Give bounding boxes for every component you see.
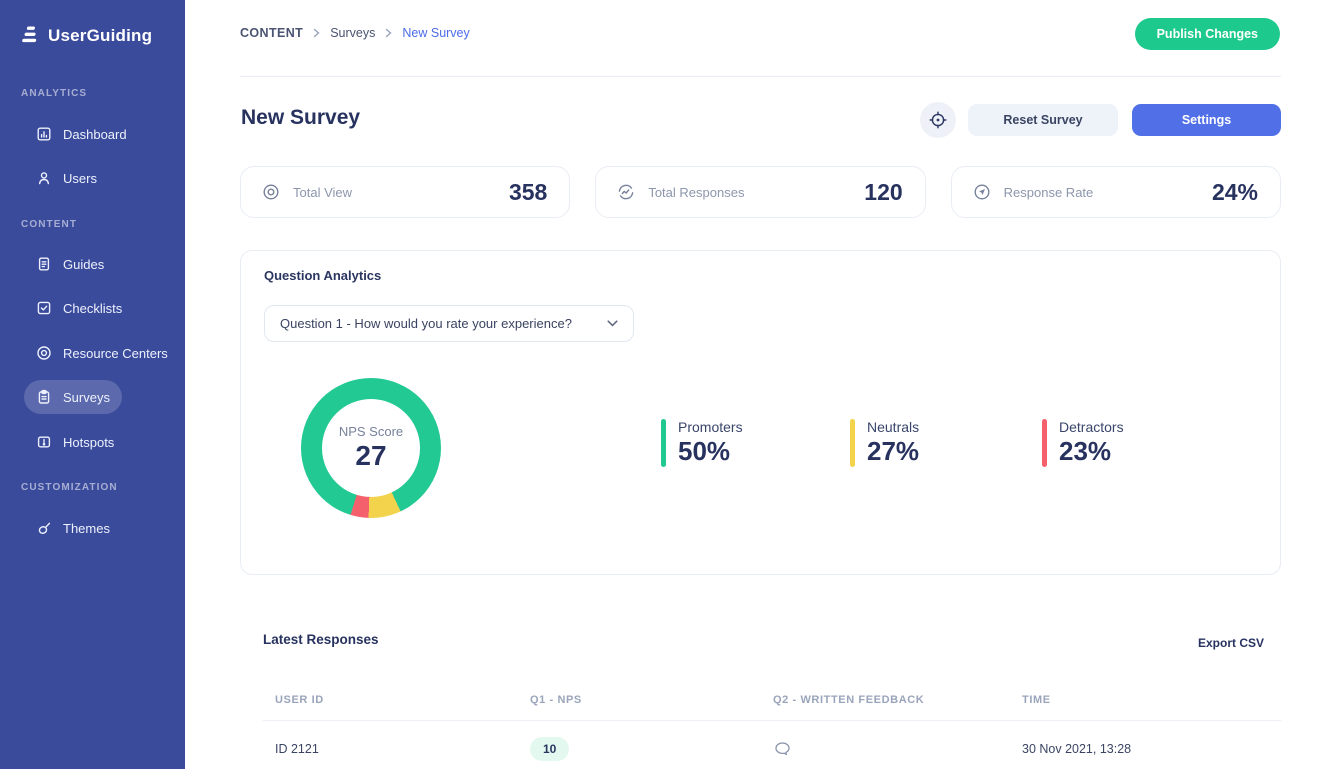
chevron-right-icon (313, 28, 320, 38)
sidebar-item-resource-centers[interactable]: Resource Centers (24, 336, 180, 370)
surveys-icon (36, 389, 52, 405)
breadcrumb-content: CONTENT (240, 26, 304, 40)
publish-changes-button[interactable]: Publish Changes (1134, 18, 1280, 50)
chat-bubble-icon[interactable] (773, 740, 1022, 758)
legend-item-promoters: Promoters 50% (661, 419, 743, 467)
cell-q2-feedback (773, 740, 1022, 758)
sidebar-item-label: Checklists (63, 300, 123, 316)
cell-q1-nps: 10 (530, 737, 773, 761)
sidebar-item-surveys[interactable]: Surveys (24, 380, 122, 414)
header-divider (240, 76, 1281, 77)
eye-icon (261, 182, 281, 202)
breadcrumb: CONTENT Surveys New Survey (240, 26, 470, 40)
stat-card-response-rate: Response Rate 24% (950, 166, 1281, 218)
send-icon (972, 182, 992, 202)
reset-survey-button[interactable]: Reset Survey (968, 104, 1118, 136)
question-select-dropdown[interactable]: Question 1 - How would you rate your exp… (264, 305, 634, 342)
legend-label: Promoters (678, 419, 743, 435)
dashboard-icon (36, 126, 52, 142)
column-header-q2-feedback: Q2 - WRITTEN FEEDBACK (773, 694, 925, 706)
sidebar-item-label: Dashboard (63, 126, 127, 142)
legend-bar-promoters (661, 419, 666, 467)
cell-time: 30 Nov 2021, 13:28 (1022, 742, 1132, 756)
stat-card-total-responses: Total Responses 120 (595, 166, 926, 218)
settings-button[interactable]: Settings (1132, 104, 1281, 136)
question-analytics-card: Question Analytics Question 1 - How woul… (240, 250, 1281, 575)
legend-label: Detractors (1059, 419, 1124, 435)
table-header-divider (263, 720, 1281, 721)
stat-value: 120 (864, 178, 903, 205)
column-header-time: TIME (1022, 694, 1051, 706)
resource-centers-icon (36, 345, 52, 361)
sidebar-item-guides[interactable]: Guides (24, 247, 116, 281)
stat-label: Total View (293, 184, 353, 200)
userguiding-logo[interactable]: UserGuiding (18, 24, 152, 48)
nps-donut-center: NPS Score 27 (322, 399, 420, 497)
nps-donut-chart: NPS Score 27 (301, 378, 441, 518)
guides-icon (36, 256, 52, 272)
legend-value: 27% (867, 436, 920, 466)
legend-item-neutrals: Neutrals 27% (850, 419, 919, 467)
column-header-user-id: USER ID (275, 694, 324, 706)
sidebar-item-checklists[interactable]: Checklists (24, 291, 134, 325)
legend-bar-neutrals (850, 419, 855, 467)
stat-value: 24% (1211, 178, 1258, 205)
export-csv-button[interactable]: Export CSV (1197, 636, 1264, 650)
cell-user-id: ID 2121 (275, 742, 319, 756)
stat-label: Response Rate (1003, 184, 1094, 200)
question-select-value: Question 1 - How would you rate your exp… (280, 316, 572, 331)
crosshair-icon (928, 110, 948, 130)
checklists-icon (36, 300, 52, 316)
question-analytics-title: Question Analytics (264, 268, 382, 283)
stats-row: Total View 358 Total Responses 120 Respo… (240, 166, 1281, 218)
target-preview-button[interactable] (920, 102, 956, 138)
legend-bar-detractors (1042, 419, 1047, 467)
section-label-customization: CUSTOMIZATION (21, 482, 118, 493)
legend-value: 23% (1059, 436, 1112, 466)
sidebar-item-hotspots[interactable]: Hotspots (24, 425, 126, 459)
chevron-right-icon (385, 28, 392, 38)
sidebar-item-label: Surveys (63, 389, 110, 405)
users-icon (36, 170, 52, 186)
sidebar-item-dashboard[interactable]: Dashboard (24, 117, 139, 151)
sidebar-item-themes[interactable]: Themes (24, 511, 122, 545)
breadcrumb-surveys[interactable]: Surveys (330, 26, 376, 40)
sidebar: UserGuiding ANALYTICS Dashboard Users CO… (0, 0, 185, 769)
nps-score-value: 27 (355, 440, 387, 471)
latest-responses-title: Latest Responses (263, 632, 379, 647)
table-row[interactable]: ID 2121 10 30 Nov 2021, 13:28 (263, 721, 1281, 777)
table-header-row: USER ID Q1 - NPS Q2 - WRITTEN FEEDBACK T… (263, 688, 1281, 712)
lighthouse-logo-icon (18, 24, 40, 48)
section-label-content: CONTENT (21, 219, 78, 230)
latest-responses-table: USER ID Q1 - NPS Q2 - WRITTEN FEEDBACK T… (263, 688, 1281, 777)
legend-item-detractors: Detractors 23% (1042, 419, 1124, 467)
sidebar-item-label: Hotspots (63, 434, 115, 450)
sidebar-item-label: Themes (63, 520, 110, 536)
column-header-q1-nps: Q1 - NPS (530, 694, 582, 706)
section-label-analytics: ANALYTICS (21, 88, 88, 99)
legend-label: Neutrals (867, 419, 920, 435)
stat-card-total-view: Total View 358 (240, 166, 571, 218)
chevron-down-icon (607, 320, 618, 327)
sidebar-item-users[interactable]: Users (24, 161, 109, 195)
stat-label: Total Responses (648, 184, 745, 200)
nps-score-label: NPS Score (338, 424, 404, 439)
legend-value: 50% (678, 436, 731, 466)
sidebar-item-label: Users (63, 170, 97, 186)
themes-icon (36, 520, 52, 536)
sidebar-item-label: Resource Centers (63, 345, 168, 361)
breadcrumb-new-survey[interactable]: New Survey (402, 26, 470, 40)
page-title: New Survey (241, 106, 361, 129)
sidebar-item-label: Guides (63, 256, 105, 272)
hotspots-icon (36, 434, 52, 450)
stat-value: 358 (508, 178, 548, 205)
nps-score-badge: 10 (530, 737, 570, 761)
logo-text: UserGuiding (48, 26, 153, 45)
responses-cycle-icon (616, 182, 636, 202)
